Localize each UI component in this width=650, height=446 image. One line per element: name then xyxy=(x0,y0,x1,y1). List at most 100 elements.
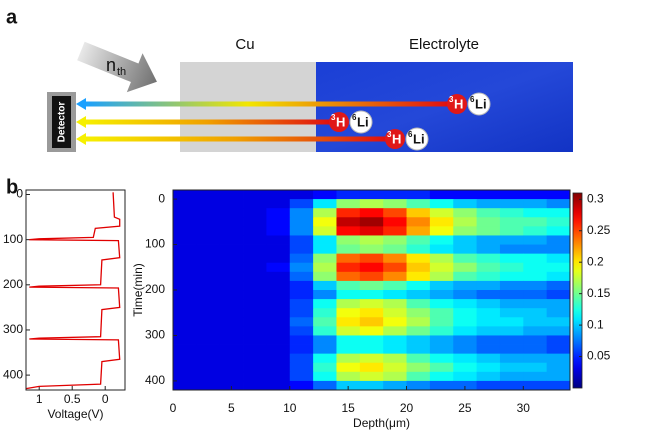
heat-cell xyxy=(359,317,384,327)
heat-cell xyxy=(359,262,384,273)
heat-cell xyxy=(359,335,384,345)
heat-cell xyxy=(429,335,454,345)
heat-cell xyxy=(289,235,314,245)
heat-cell xyxy=(546,299,571,309)
heat-cell xyxy=(406,235,431,245)
heat-cell xyxy=(383,371,407,382)
heat-cell xyxy=(289,371,314,382)
heat-cell xyxy=(196,244,221,255)
heat-cell xyxy=(289,280,314,291)
heat-cell xyxy=(499,380,524,391)
heat-cell xyxy=(219,290,244,300)
heat-cell xyxy=(289,262,314,273)
heat-cell xyxy=(406,344,431,355)
heat-cell xyxy=(406,253,431,264)
heat-cell xyxy=(196,326,221,336)
triton xyxy=(329,112,349,132)
heat-cell xyxy=(476,317,501,327)
heat-cell xyxy=(219,271,244,282)
heat-cell xyxy=(429,271,454,282)
heat-cell xyxy=(499,217,524,227)
heat-cell xyxy=(336,199,361,209)
heat-cell xyxy=(359,371,384,382)
heat-cell xyxy=(196,353,221,364)
heat-cell xyxy=(219,308,244,318)
heat-cell xyxy=(383,244,407,255)
heat-cell xyxy=(476,380,501,391)
heat-cell xyxy=(499,299,524,309)
heat-cell xyxy=(313,199,337,209)
y-axis-label: Time(min) xyxy=(131,263,145,317)
heat-cell xyxy=(313,208,337,218)
heat-cell xyxy=(243,262,267,273)
heat-cell xyxy=(243,190,267,200)
heat-cell xyxy=(453,299,477,309)
heat-cell xyxy=(313,290,337,300)
heat-cell xyxy=(196,190,221,200)
heat-cell xyxy=(429,353,454,364)
heat-cell xyxy=(359,362,384,373)
heat-cell xyxy=(546,235,571,245)
heat-cell xyxy=(383,226,407,236)
heat-cell xyxy=(196,290,221,300)
heat-cell xyxy=(196,317,221,327)
heat-cell xyxy=(523,271,548,282)
heat-cell xyxy=(173,244,197,255)
heat-cell xyxy=(383,235,407,245)
heat-cell xyxy=(359,290,384,300)
x-tick-label: 0 xyxy=(170,401,177,415)
heat-cell xyxy=(336,353,361,364)
heat-cell xyxy=(453,217,477,227)
heat-cell xyxy=(499,271,524,282)
heat-cell xyxy=(219,199,244,209)
heat-cell xyxy=(313,280,337,291)
heat-cell xyxy=(336,235,361,245)
heat-cell xyxy=(243,217,267,227)
detector xyxy=(52,96,71,148)
heat-cell xyxy=(429,380,454,391)
heat-cell xyxy=(406,199,431,209)
heat-cell xyxy=(313,262,337,273)
y-tick-label: 400 xyxy=(145,373,165,387)
heat-cell xyxy=(383,290,407,300)
heat-cell xyxy=(243,271,267,282)
beam xyxy=(84,136,386,142)
heat-cell xyxy=(173,253,197,264)
heat-cell xyxy=(523,235,548,245)
heat-cell xyxy=(523,335,548,345)
neutron-subscript: th xyxy=(117,66,126,78)
beam-arrowhead xyxy=(76,98,86,110)
heat-cell xyxy=(266,280,291,291)
heat-cell xyxy=(196,344,221,355)
triton xyxy=(385,129,405,149)
x-tick-label: 1 xyxy=(36,392,43,406)
x-tick-label: 0.5 xyxy=(64,392,81,406)
heat-cell xyxy=(266,344,291,355)
heat-cell xyxy=(336,371,361,382)
heat-cell xyxy=(336,308,361,318)
heat-cell xyxy=(336,262,361,273)
heat-cell xyxy=(289,326,314,336)
heat-cell xyxy=(219,217,244,227)
heat-cell xyxy=(336,299,361,309)
heat-cell xyxy=(546,190,571,200)
heat-cell xyxy=(453,308,477,318)
heat-cell xyxy=(499,308,524,318)
heat-cell xyxy=(476,299,501,309)
heat-cell xyxy=(383,190,407,200)
heat-cell xyxy=(219,299,244,309)
detector-label: Detector xyxy=(57,102,68,143)
heat-cell xyxy=(266,226,291,236)
heat-cell xyxy=(499,317,524,327)
heat-cell xyxy=(383,208,407,218)
heat-cell xyxy=(429,235,454,245)
heat-cell xyxy=(173,290,197,300)
heat-cell xyxy=(406,308,431,318)
heat-cell xyxy=(523,280,548,291)
heat-cell xyxy=(499,253,524,264)
heat-cell xyxy=(313,362,337,373)
lithium-mass: 6 xyxy=(470,95,475,104)
heat-cell xyxy=(196,280,221,291)
heat-cell xyxy=(243,308,267,318)
heat-cell xyxy=(196,299,221,309)
